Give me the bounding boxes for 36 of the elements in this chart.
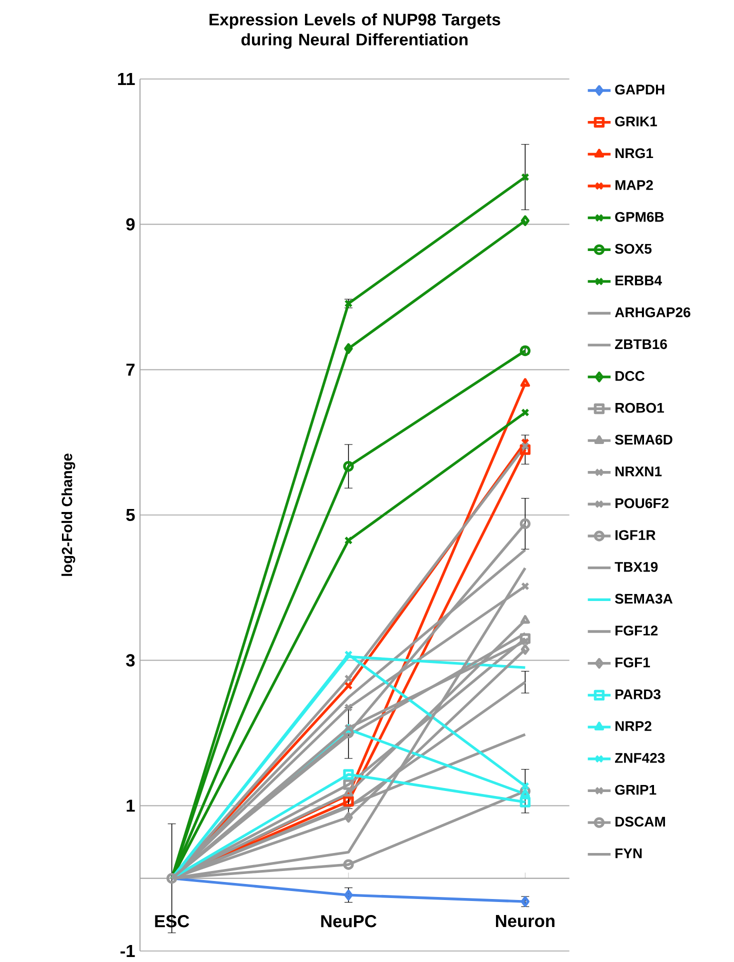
- legend-label: GPM6B: [615, 212, 664, 222]
- legend-label: ARHGAP26: [614, 307, 690, 318]
- y-tick-label: 9: [126, 218, 135, 230]
- legend-label: FGF1: [616, 657, 650, 668]
- y-tick-label: 11: [118, 73, 135, 85]
- x-tick-label: Neuron: [496, 915, 554, 928]
- legend-label: DCC: [616, 371, 645, 381]
- legend-label: IGF1R: [616, 530, 656, 540]
- legend-label: ROBO1: [616, 402, 664, 413]
- legend-label: ZBTB16: [615, 339, 667, 350]
- y-tick-label: 1: [126, 800, 135, 812]
- y-tick-label: -1: [120, 945, 135, 957]
- legend-label: GRIP1: [615, 784, 656, 795]
- x-tick-label: NeuPC: [321, 915, 376, 928]
- legend-label: ZNF423: [615, 753, 665, 763]
- y-tick-label: 7: [126, 364, 135, 376]
- y-axis-title: log2-Fold Change: [61, 454, 76, 576]
- legend-label: GAPDH: [615, 84, 664, 95]
- legend-label: DSCAM: [616, 816, 665, 827]
- legend-label: NRP2: [616, 721, 652, 731]
- y-tick-label: 5: [126, 508, 135, 522]
- legend-label: SEMA6D: [614, 434, 672, 445]
- chart-title: Expression Levels of NUP98 Targets during Neural Differentiation: [210, 13, 500, 49]
- legend-label: FYN: [616, 848, 642, 858]
- legend-label: MAP2: [616, 180, 653, 190]
- legend-label: FGF12: [616, 626, 658, 636]
- legend-label: ERBB4: [616, 276, 662, 286]
- legend-label: SOX5: [614, 244, 652, 254]
- legend-label: SEMA3A: [614, 594, 673, 604]
- legend-label: PARD3: [616, 689, 660, 700]
- legend-label: NRXN1: [616, 466, 662, 476]
- legend-label: TBX19: [614, 562, 658, 572]
- legend-label: POU6F2: [616, 498, 668, 508]
- legend-label: NRG1: [616, 148, 654, 158]
- y-tick-label: 3: [126, 654, 135, 666]
- legend-label: GRIK1: [615, 116, 657, 126]
